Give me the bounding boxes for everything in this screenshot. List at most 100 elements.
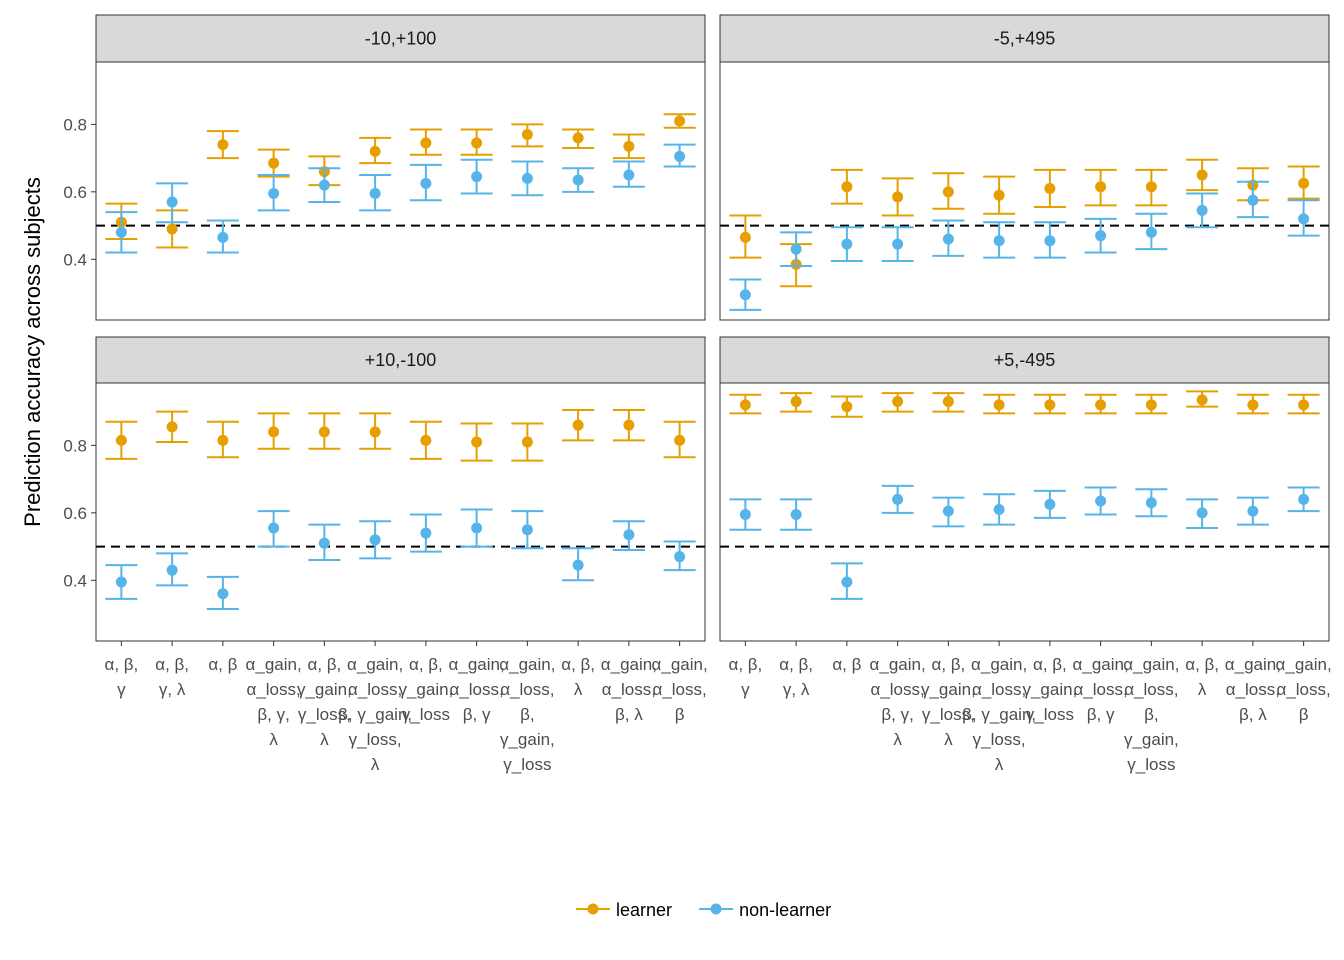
x-tick-label-line: λ bbox=[371, 755, 380, 774]
x-tick-label-line: α_gain, bbox=[1073, 655, 1129, 674]
panel: +5,-495 bbox=[719, 336, 1330, 646]
x-tick-label-line: γ_gain, bbox=[921, 680, 976, 699]
x-tick-label-line: α, β, bbox=[931, 655, 965, 674]
x-tick-label: α_gain, α_loss, β, γ_gain, γ_loss bbox=[499, 655, 555, 774]
x-tick-label-line: α_loss, bbox=[871, 680, 925, 699]
legend: learner non-learner bbox=[576, 900, 831, 920]
data-point bbox=[674, 115, 686, 127]
y-tick-label: 0.4 bbox=[63, 250, 87, 269]
data-point bbox=[993, 235, 1005, 247]
x-tick-label-line: α, β, bbox=[307, 655, 341, 674]
data-point bbox=[1196, 507, 1208, 519]
data-point bbox=[166, 223, 178, 235]
data-point bbox=[420, 527, 432, 539]
x-tick-label-line: α_loss, bbox=[247, 680, 301, 699]
x-tick-label-line: γ, λ bbox=[783, 680, 810, 699]
facet-strip-label: -5,+495 bbox=[994, 29, 1056, 49]
y-tick-label: 0.4 bbox=[63, 571, 87, 590]
data-point bbox=[115, 226, 127, 238]
x-tick-label-line: γ_gain, bbox=[1124, 730, 1179, 749]
data-point bbox=[1095, 495, 1107, 507]
x-tick-label-line: α, β, bbox=[104, 655, 138, 674]
data-point bbox=[521, 436, 533, 448]
x-tick-label: α, β, γ_gain, γ_loss bbox=[398, 655, 453, 724]
data-point bbox=[1044, 399, 1056, 411]
x-tick-label-line: α_loss, bbox=[450, 680, 504, 699]
data-point bbox=[471, 171, 483, 183]
x-tick-label-line: λ bbox=[269, 730, 278, 749]
series-learner bbox=[729, 390, 1320, 418]
data-point bbox=[1196, 204, 1208, 216]
x-tick-label-line: α, β, bbox=[561, 655, 595, 674]
x-tick-label: α, β, γ bbox=[104, 655, 138, 699]
data-point bbox=[942, 186, 954, 198]
x-tick-label-line: α_gain, bbox=[601, 655, 657, 674]
facet-strip-label: -10,+100 bbox=[365, 29, 437, 49]
legend-key-point bbox=[587, 903, 599, 915]
data-point bbox=[841, 181, 853, 193]
x-tick-label: α_gain, α_loss, β, γ_gain, γ_loss bbox=[1123, 655, 1179, 774]
data-point bbox=[993, 189, 1005, 201]
x-tick-label-line: α, β, bbox=[409, 655, 443, 674]
x-tick-label-line: γ_gain, bbox=[500, 730, 555, 749]
x-tick-label-line: α_loss, bbox=[348, 680, 402, 699]
series-learner bbox=[105, 408, 696, 462]
x-tick-label: α, β, γ_gain, γ_loss, λ bbox=[297, 655, 352, 749]
data-point bbox=[623, 169, 635, 181]
legend-item: non-learner bbox=[699, 900, 831, 920]
data-point bbox=[841, 238, 853, 250]
x-tick-label-line: γ_loss, bbox=[922, 705, 975, 724]
x-tick-label-line: β, λ bbox=[1239, 705, 1267, 724]
x-tick-label-line: α_gain, bbox=[652, 655, 708, 674]
x-tick-label: α_gain, α_loss, β, λ bbox=[601, 655, 657, 724]
x-tick-label-line: α_loss, bbox=[602, 680, 656, 699]
data-point bbox=[115, 576, 127, 588]
x-tick-label: α_gain, α_loss, β, γ, λ bbox=[246, 655, 302, 749]
data-point bbox=[790, 243, 802, 255]
data-point bbox=[623, 419, 635, 431]
x-tick-label-line: γ_loss bbox=[1127, 755, 1175, 774]
legend-label: non-learner bbox=[739, 900, 831, 920]
x-tick-label: α, β, λ bbox=[1185, 655, 1219, 699]
data-point bbox=[369, 534, 381, 546]
x-tick-label: α_gain, α_loss, β, γ bbox=[449, 655, 505, 724]
data-point bbox=[1298, 213, 1310, 225]
data-point bbox=[572, 559, 584, 571]
x-tick-label-line: γ_gain, bbox=[1022, 680, 1077, 699]
x-tick-labels: α, β, γα, β, γ, λα, β α_gain, α_loss, β, γ, λα… bbox=[104, 655, 1331, 774]
data-point bbox=[674, 551, 686, 563]
x-tick-label-line: γ_loss bbox=[503, 755, 551, 774]
data-point bbox=[420, 137, 432, 149]
panel-border bbox=[95, 382, 706, 642]
data-point bbox=[268, 522, 280, 534]
x-tick-label-line: α_loss, bbox=[1277, 680, 1331, 699]
x-tick-label-line: α_gain, bbox=[499, 655, 555, 674]
x-tick-label-line: β, γ, bbox=[257, 705, 289, 724]
data-point bbox=[521, 129, 533, 141]
panel-border bbox=[95, 61, 706, 321]
x-tick-label: α, β, γ, λ bbox=[779, 655, 813, 699]
x-tick-label-line: α_gain, bbox=[347, 655, 403, 674]
facet-strip-label: +5,-495 bbox=[994, 350, 1056, 370]
data-point bbox=[841, 401, 853, 413]
x-tick-label-line: α_gain, bbox=[1123, 655, 1179, 674]
x-tick-label: α, β bbox=[832, 655, 861, 674]
data-point bbox=[217, 231, 229, 243]
data-point bbox=[892, 238, 904, 250]
x-tick-label-line: α_loss, bbox=[500, 680, 554, 699]
data-point bbox=[1298, 177, 1310, 189]
data-point bbox=[739, 399, 751, 411]
x-tick-label-line: α_loss, bbox=[1074, 680, 1128, 699]
x-tick-label: α_gain, α_loss, β, λ bbox=[1225, 655, 1281, 724]
legend-key-point bbox=[710, 903, 722, 915]
series-learner bbox=[729, 158, 1320, 288]
data-point bbox=[841, 576, 853, 588]
data-point bbox=[1298, 493, 1310, 505]
x-tick-label-line: γ_loss bbox=[402, 705, 450, 724]
y-axis-title: Prediction accuracy across subjects bbox=[20, 177, 45, 527]
y-tick-label: 0.6 bbox=[63, 183, 87, 202]
data-point bbox=[420, 434, 432, 446]
x-tick-label-line: α_gain, bbox=[870, 655, 926, 674]
x-tick-label: α, β, γ, λ bbox=[155, 655, 189, 699]
x-tick-label-line: λ bbox=[893, 730, 902, 749]
